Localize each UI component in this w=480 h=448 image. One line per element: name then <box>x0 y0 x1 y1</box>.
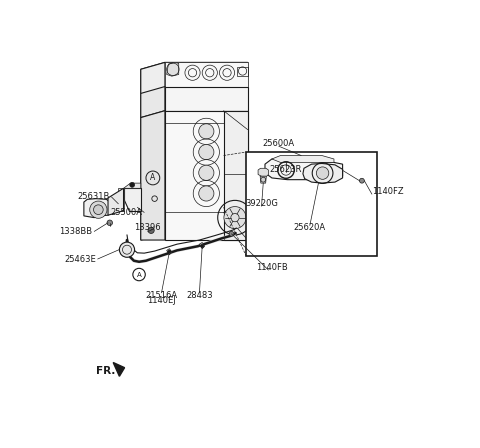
Circle shape <box>168 250 171 254</box>
Text: 25600A: 25600A <box>263 139 295 148</box>
Polygon shape <box>141 62 165 117</box>
Polygon shape <box>199 242 204 249</box>
Polygon shape <box>167 62 179 76</box>
Polygon shape <box>141 86 165 117</box>
Circle shape <box>199 165 214 181</box>
Polygon shape <box>167 249 172 255</box>
Text: A: A <box>137 271 142 277</box>
Bar <box>246 152 377 255</box>
Circle shape <box>130 182 134 187</box>
Text: 1140EJ: 1140EJ <box>147 296 176 305</box>
Circle shape <box>107 220 112 225</box>
Circle shape <box>199 124 214 139</box>
Circle shape <box>90 201 107 218</box>
Text: 1140FB: 1140FB <box>256 263 288 272</box>
Polygon shape <box>165 62 248 86</box>
Text: A: A <box>150 173 156 182</box>
Polygon shape <box>84 198 113 218</box>
Polygon shape <box>303 164 343 183</box>
Text: 25620A: 25620A <box>294 224 326 233</box>
Circle shape <box>94 205 103 215</box>
Polygon shape <box>119 188 123 211</box>
Text: 13396: 13396 <box>134 224 161 233</box>
Polygon shape <box>260 176 266 183</box>
Circle shape <box>316 167 329 179</box>
Text: 28483: 28483 <box>186 291 213 300</box>
Text: 25631B: 25631B <box>77 193 110 202</box>
Polygon shape <box>141 62 248 94</box>
Polygon shape <box>123 183 141 188</box>
Text: FR.: FR. <box>96 366 115 376</box>
Text: 25500A: 25500A <box>110 208 143 217</box>
Text: 1140FZ: 1140FZ <box>372 187 404 196</box>
Polygon shape <box>113 362 125 376</box>
Circle shape <box>360 178 364 183</box>
Circle shape <box>229 232 234 236</box>
Circle shape <box>201 244 204 248</box>
Text: 25623R: 25623R <box>269 165 302 174</box>
Polygon shape <box>258 168 268 176</box>
Circle shape <box>199 145 214 159</box>
Circle shape <box>224 207 246 228</box>
Text: 21516A: 21516A <box>145 291 178 300</box>
Polygon shape <box>141 111 165 240</box>
Circle shape <box>148 227 154 233</box>
Polygon shape <box>265 159 343 180</box>
Polygon shape <box>224 111 248 240</box>
Polygon shape <box>165 86 248 111</box>
Circle shape <box>120 242 134 257</box>
Polygon shape <box>272 155 334 163</box>
Text: 1338BB: 1338BB <box>60 227 93 236</box>
Polygon shape <box>165 111 248 240</box>
Polygon shape <box>108 188 123 215</box>
Text: 39220G: 39220G <box>245 199 278 208</box>
Circle shape <box>199 186 214 201</box>
Polygon shape <box>141 111 165 240</box>
Polygon shape <box>123 188 141 211</box>
Text: 25463E: 25463E <box>64 254 96 263</box>
